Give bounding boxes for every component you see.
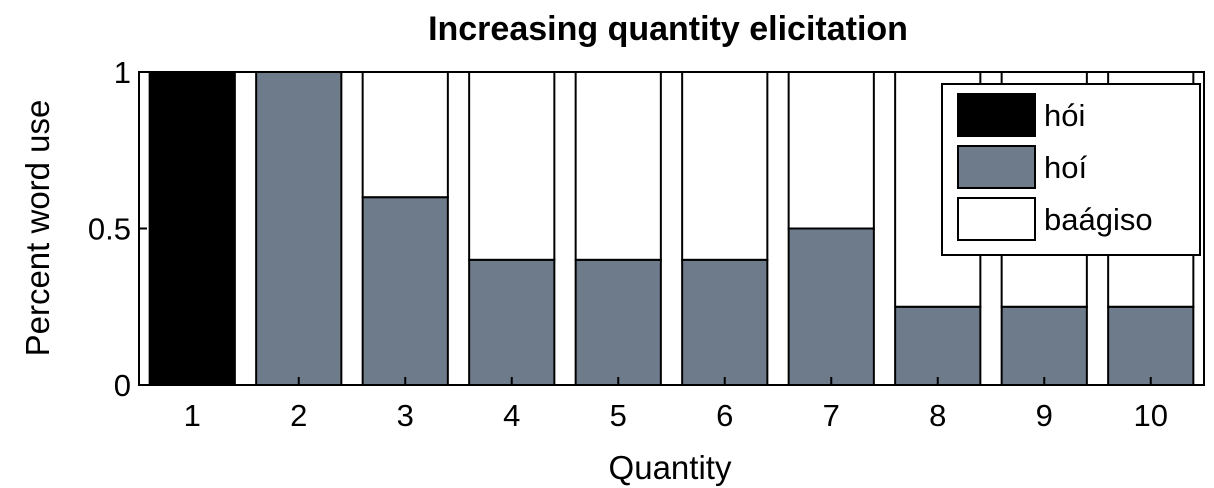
legend-swatch bbox=[957, 93, 1036, 137]
x-tick-label: 1 bbox=[184, 398, 201, 433]
legend-swatch bbox=[957, 145, 1036, 189]
bar-segment-5-series-2 bbox=[574, 258, 662, 386]
x-axis-label: Quantity bbox=[609, 449, 732, 486]
x-tick-label: 8 bbox=[929, 398, 946, 433]
bar-segment-3-series-2 bbox=[361, 196, 449, 386]
bar-segment-7-series-2 bbox=[787, 227, 875, 386]
x-tick-label: 4 bbox=[503, 398, 520, 433]
bar-segment-2-series-2 bbox=[255, 71, 343, 386]
bars-group bbox=[148, 71, 1195, 386]
bar-segment-7-series-3 bbox=[787, 71, 875, 230]
legend-label: baágiso bbox=[1044, 202, 1153, 237]
bar-segment-4-series-2 bbox=[468, 258, 556, 386]
x-tick-label: 6 bbox=[716, 398, 733, 433]
legend-swatch bbox=[957, 197, 1036, 241]
x-tick-label: 5 bbox=[610, 398, 627, 433]
x-tick-label: 7 bbox=[823, 398, 840, 433]
bar-segment-9-series-2 bbox=[1000, 305, 1088, 386]
bar-segment-3-series-3 bbox=[361, 71, 449, 199]
x-tick-label: 3 bbox=[397, 398, 414, 433]
bar-segment-8-series-2 bbox=[894, 305, 982, 386]
y-axis-ticks: 00.51 bbox=[88, 55, 147, 403]
y-axis-label: Percent word use bbox=[19, 100, 56, 357]
bar-segment-6-series-3 bbox=[681, 71, 769, 261]
x-tick-label: 9 bbox=[1036, 398, 1053, 433]
y-tick-label: 1 bbox=[114, 55, 131, 90]
bar-segment-6-series-2 bbox=[681, 258, 769, 386]
legend-label: hoí bbox=[1044, 150, 1087, 185]
bar-segment-1-series-1 bbox=[148, 71, 236, 386]
y-tick-label: 0.5 bbox=[88, 212, 131, 247]
x-axis-ticks: 1 2 3 4 5 6 7 8 9 10 bbox=[184, 377, 1168, 433]
y-tick-label: 0 bbox=[114, 368, 131, 403]
bar-segment-5-series-3 bbox=[574, 71, 662, 261]
chart-title: Increasing quantity elicitation bbox=[428, 10, 908, 48]
x-tick-label: 2 bbox=[290, 398, 307, 433]
bar-segment-10-series-2 bbox=[1107, 305, 1195, 386]
x-tick-label: 10 bbox=[1134, 398, 1168, 433]
legend: hói hoí baágiso bbox=[941, 83, 1201, 256]
bar-segment-4-series-3 bbox=[468, 71, 556, 261]
legend-label: hói bbox=[1044, 98, 1085, 133]
